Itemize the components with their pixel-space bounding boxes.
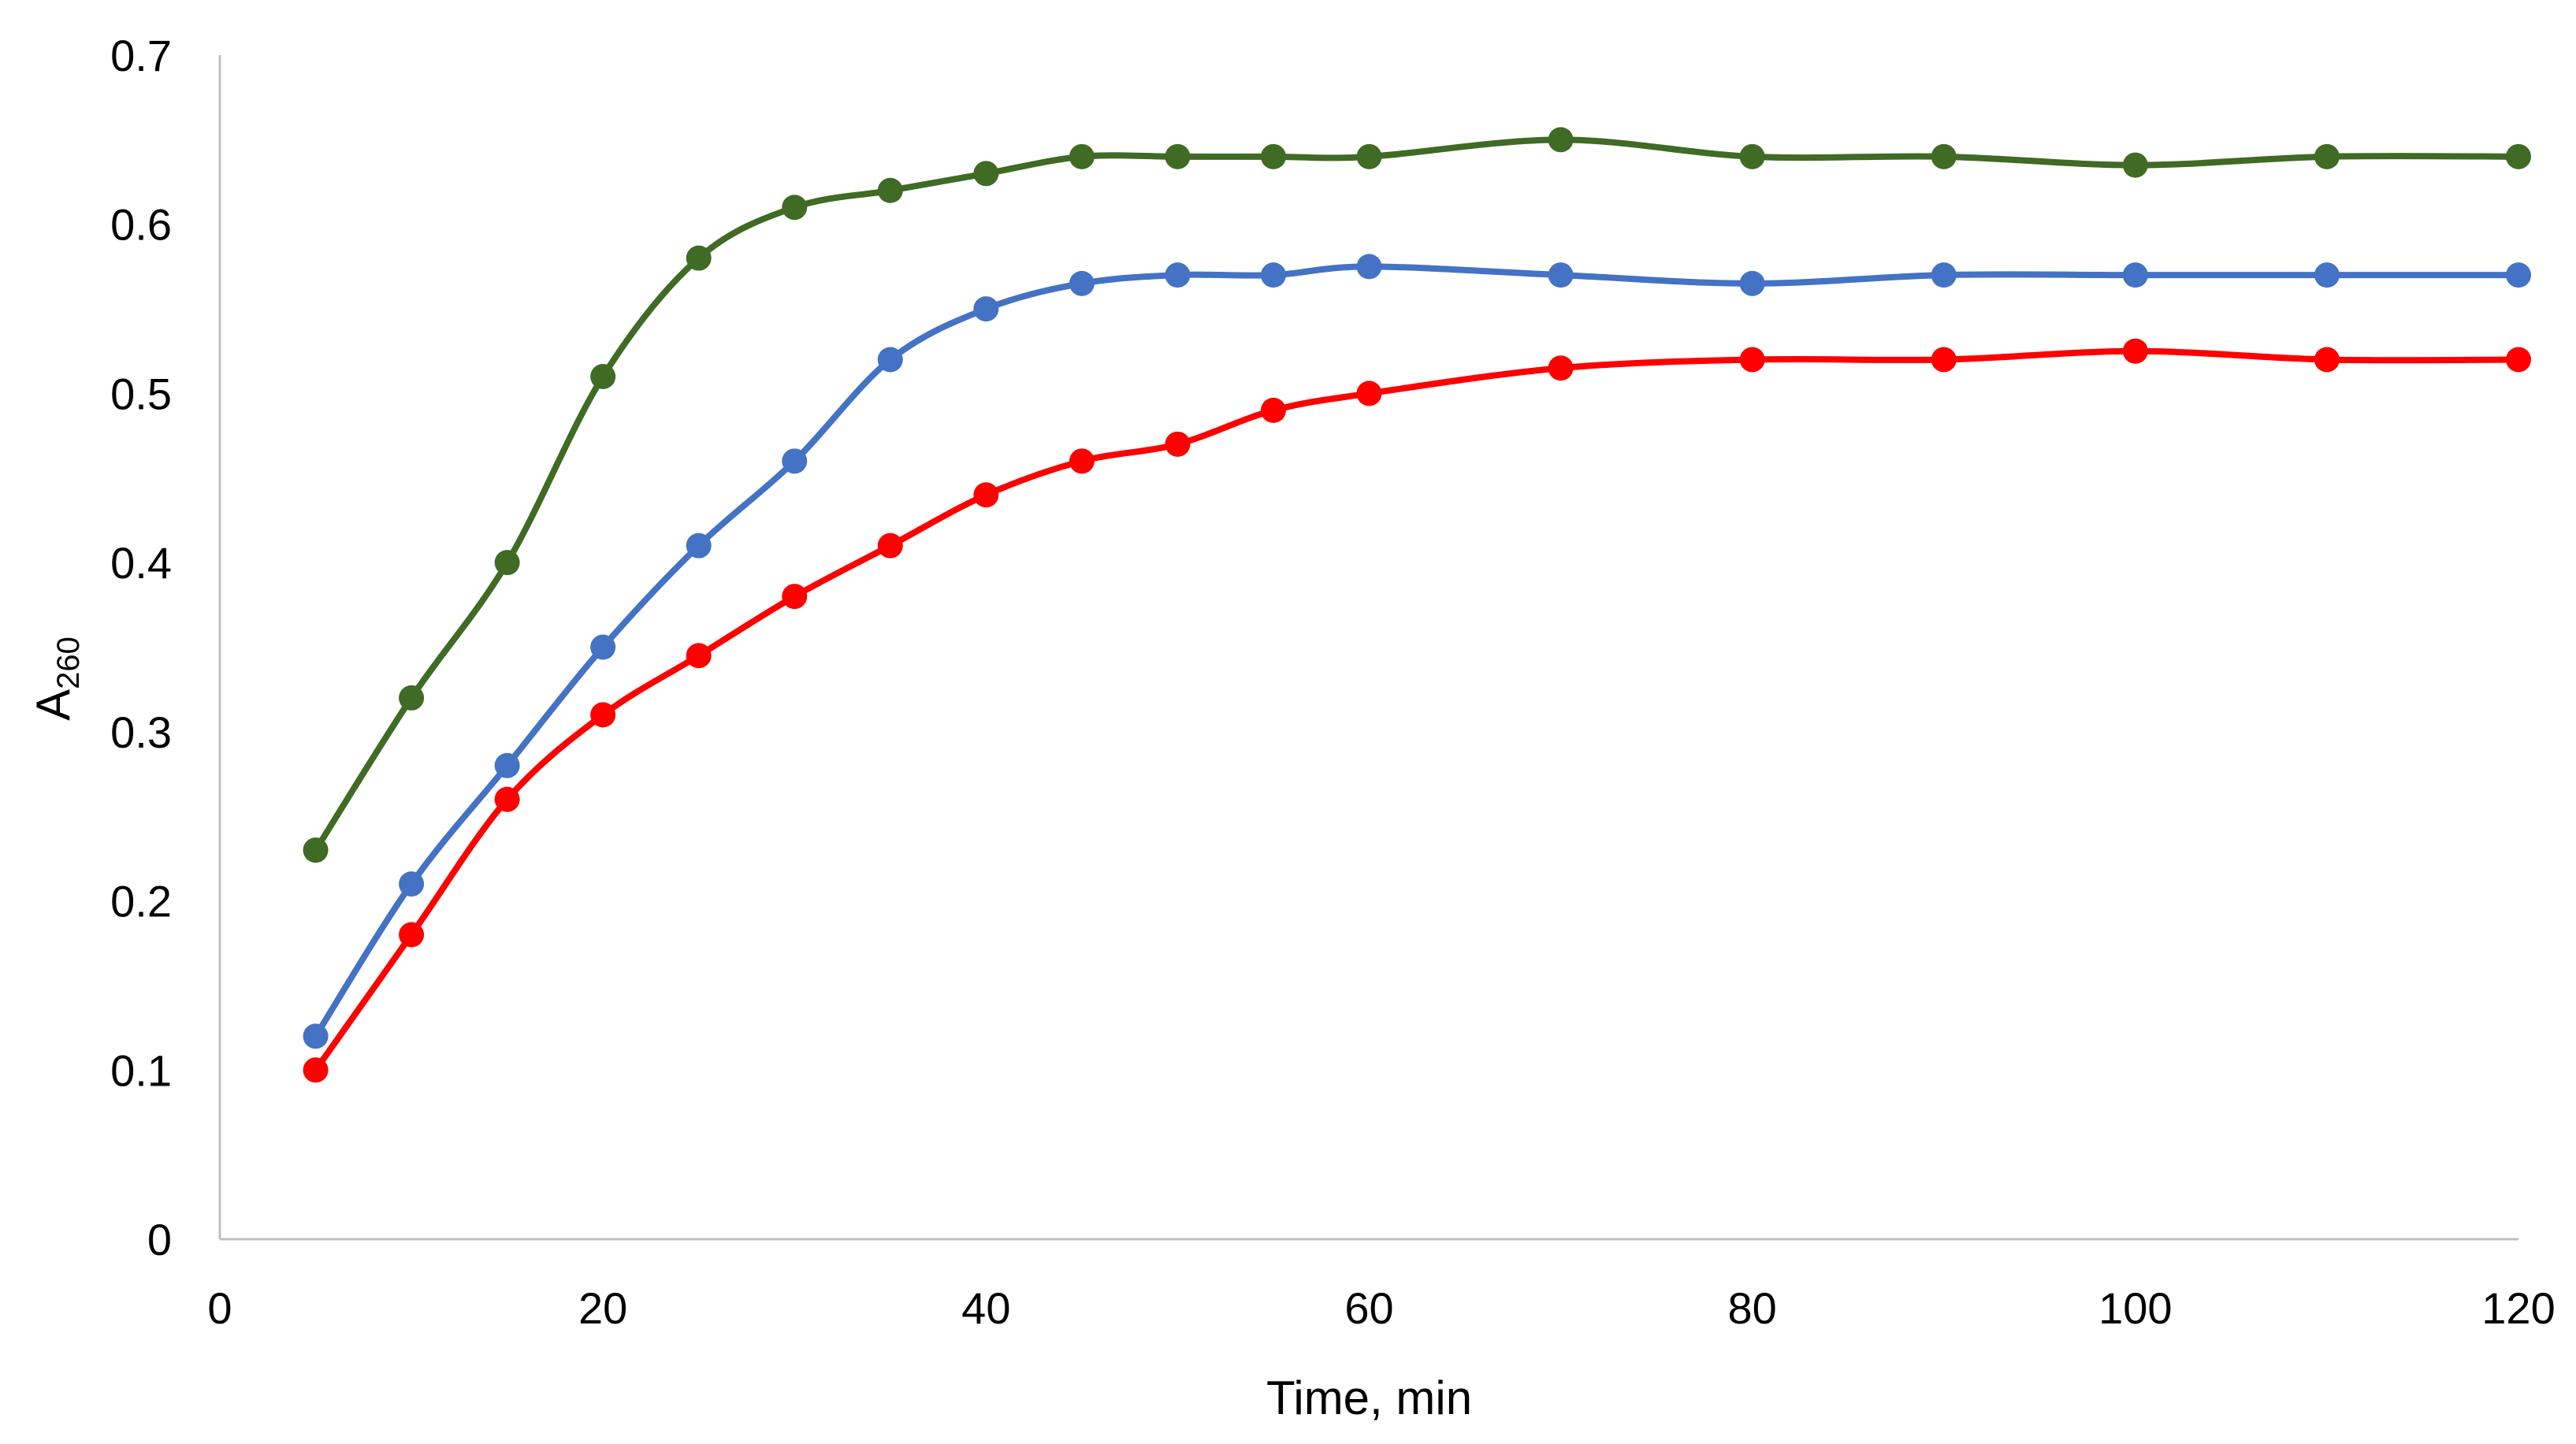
y-tick-label: 0.5 [110,369,172,418]
data-point-blue [1548,262,1574,288]
data-point-blue [494,752,520,778]
x-tick-label: 60 [1344,1283,1393,1333]
data-point-red [686,643,712,669]
data-point-green [2314,143,2340,169]
data-point-green [303,837,329,863]
y-tick-label: 0.7 [110,31,172,80]
y-axis-title: A260 [27,637,86,721]
data-point-green [399,685,425,711]
data-point-red [877,533,903,559]
data-point-green [1548,127,1574,153]
y-axis-title-main: A [27,689,80,721]
series-line-green [312,136,2522,854]
data-point-green [686,245,712,271]
y-axis-title-subscript: 260 [51,637,86,689]
data-point-red [1548,355,1574,381]
x-tick-label: 100 [2098,1283,2172,1333]
data-point-red [2122,338,2148,364]
data-point-green [494,550,520,576]
data-point-red [494,786,520,812]
x-tick-label: 80 [1728,1283,1777,1333]
series-line-blue [312,263,2522,1040]
data-point-green [973,161,999,187]
x-tick-label: 40 [961,1283,1010,1333]
series-lines [312,136,2522,1074]
data-point-red [1260,397,1286,423]
data-point-green [2122,152,2148,178]
data-point-blue [590,634,616,660]
data-point-red [782,584,808,610]
data-point-green [782,195,808,221]
data-point-green [877,177,903,203]
data-point-blue [1356,254,1382,280]
data-point-blue [303,1023,329,1049]
data-point-red [1356,380,1382,406]
data-point-green [1260,143,1286,169]
data-point-blue [686,533,712,559]
data-point-red [303,1057,329,1083]
data-point-red [1931,347,1957,373]
data-point-red [2506,347,2531,373]
chart-axes [218,55,2518,1241]
data-point-blue [782,448,808,474]
x-axis-title: Time, min [1266,1372,1472,1424]
y-tick-label: 0 [147,1215,172,1264]
data-point-red [1739,347,1765,373]
data-point-blue [2314,262,2340,288]
x-tick-label: 120 [2481,1283,2555,1333]
data-point-blue [399,871,425,897]
series-points [303,127,2531,1083]
data-point-blue [2506,262,2531,288]
data-point-green [2506,143,2531,169]
data-point-red [973,482,999,508]
x-tick-label: 0 [207,1283,232,1333]
data-point-red [399,922,425,948]
y-tick-label: 0.4 [110,538,172,588]
y-tick-label: 0.3 [110,707,172,757]
y-tick-label: 0.2 [110,877,172,926]
data-point-blue [1165,262,1191,288]
x-tick-label: 20 [578,1283,627,1333]
x-tick-labels: 0 20 40 60 80 100 120 [207,1283,2555,1333]
y-tick-label: 0.6 [110,200,172,250]
y-tick-labels: 0 0.1 0.2 0.3 0.4 0.5 0.6 0.7 [110,31,172,1264]
data-point-red [1165,431,1191,457]
data-point-blue [1739,270,1765,296]
data-point-green [1356,143,1382,169]
data-point-blue [973,296,999,322]
data-point-green [1739,143,1765,169]
data-point-blue [877,347,903,373]
data-point-green [590,363,616,389]
data-point-blue [1069,270,1095,296]
data-point-green [1069,143,1095,169]
data-point-green [1165,143,1191,169]
data-point-blue [1260,262,1286,288]
data-point-blue [2122,262,2148,288]
data-point-green [1931,143,1957,169]
y-tick-label: 0.1 [110,1045,172,1095]
series-line-red [312,347,2522,1074]
data-point-blue [1931,262,1957,288]
data-point-red [1069,448,1095,474]
data-point-red [2314,347,2340,373]
data-point-red [590,702,616,728]
